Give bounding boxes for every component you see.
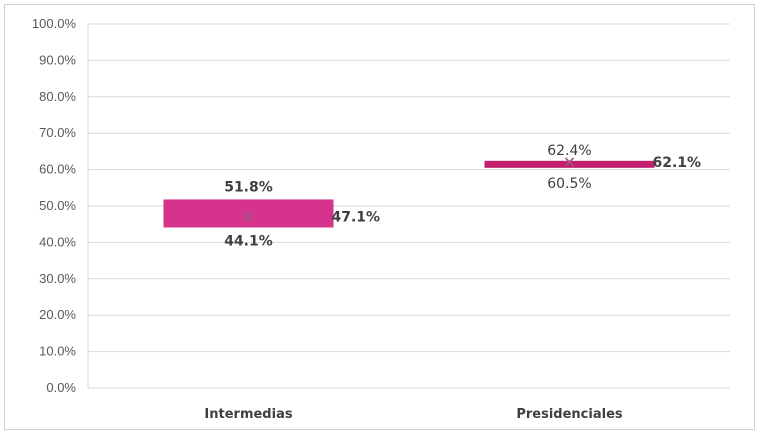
min-data-label: 44.1% — [224, 233, 273, 249]
y-tick-label: 50.0% — [39, 198, 76, 213]
box-intermedias — [163, 199, 334, 228]
y-tick-label: 100.0% — [32, 16, 77, 31]
y-tick-label: 0.0% — [46, 380, 76, 395]
min-data-label: 60.5% — [547, 176, 591, 192]
y-tick-label: 20.0% — [39, 307, 76, 322]
max-data-label: 62.4% — [547, 143, 591, 159]
mean-marker — [564, 157, 575, 167]
chart-frame — [4, 4, 755, 430]
y-tick-label: 30.0% — [39, 271, 76, 286]
y-tick-label: 70.0% — [39, 125, 76, 140]
y-tick-label: 40.0% — [39, 234, 76, 249]
y-tick-label: 80.0% — [39, 89, 76, 104]
y-tick-label: 10.0% — [39, 344, 76, 359]
y-tick-label: 90.0% — [39, 52, 76, 67]
x-category-label: Presidenciales — [516, 407, 623, 422]
box-presidenciales — [484, 160, 655, 168]
mean-data-label: 47.1% — [332, 210, 381, 226]
mean-marker — [243, 211, 254, 222]
mean-data-label: 62.1% — [653, 155, 702, 171]
x-category-label: Intermedias — [204, 407, 292, 422]
max-data-label: 51.8% — [224, 179, 273, 195]
y-tick-label: 60.0% — [39, 162, 76, 177]
